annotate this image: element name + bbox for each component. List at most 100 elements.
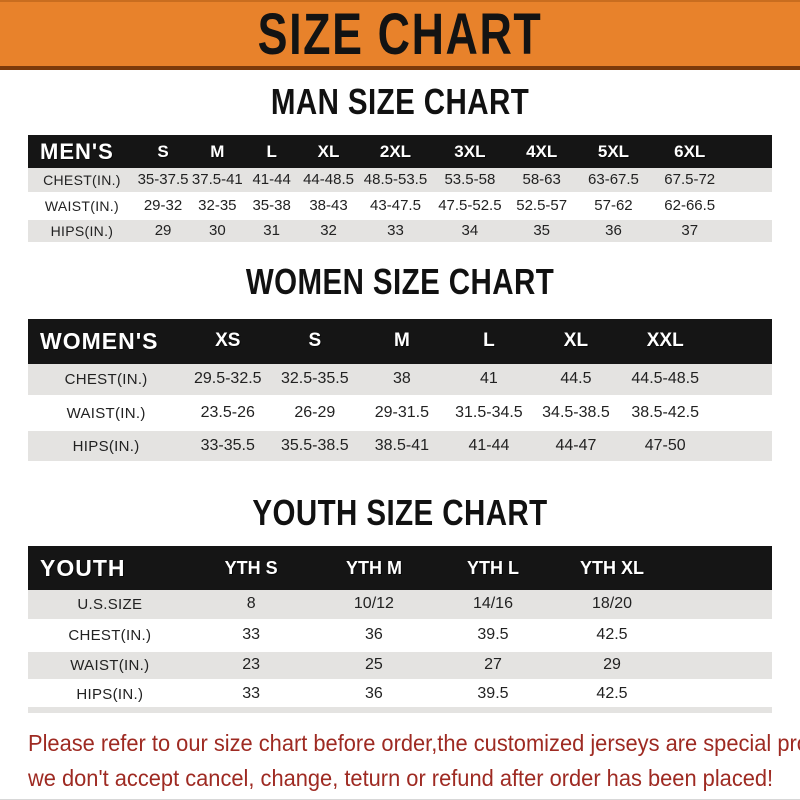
size-value: 35.5-38.5 — [281, 437, 349, 454]
size-value: 38-43 — [309, 197, 348, 214]
measurement-row: CHEST(IN.) 29.5-32.5 32.5-35.5 38 41 44.5 44.5… — [28, 363, 772, 397]
size-value: 57-62 — [594, 197, 633, 214]
man-section-heading: MAN SIZE CHART — [270, 81, 530, 122]
size-column-header: S — [308, 330, 322, 351]
size-column-header: M — [210, 141, 225, 161]
size-value: 8 — [246, 595, 256, 613]
youth-section-heading: YOUTH SIZE CHART — [252, 492, 548, 533]
table-header-label: YOUTH — [40, 554, 126, 581]
size-column-header: YTH XL — [579, 557, 644, 578]
size-value: 32 — [320, 222, 337, 239]
size-value: 41 — [480, 370, 498, 388]
row-filler — [675, 620, 772, 650]
size-value: 41-44 — [468, 437, 510, 454]
size-column-header: YTH M — [345, 557, 402, 578]
page-title: SIZE CHART — [257, 0, 543, 67]
size-column-header: 5XL — [597, 141, 630, 161]
size-value: 63-67.5 — [588, 171, 639, 189]
size-value: 42.5 — [596, 685, 628, 703]
measurement-label: CHEST(IN.) — [64, 370, 148, 388]
size-column-header: XXL — [646, 330, 684, 351]
size-column-header: XL — [563, 330, 589, 351]
size-value: 53.5-58 — [444, 171, 496, 189]
table-header-label: MEN'S — [40, 138, 114, 164]
measurement-label: U.S.SIZE — [77, 595, 143, 613]
size-value: 48.5-53.5 — [363, 171, 428, 189]
measurement-row: WAIST(IN.) 23 25 27 29 — [28, 650, 772, 680]
size-value: 23 — [242, 656, 261, 673]
table-header-row: YOUTH YTH S YTH M YTH L YTH XL — [28, 546, 772, 590]
size-value: 44.5-48.5 — [631, 370, 700, 388]
size-value: 14/16 — [472, 595, 513, 613]
size-value: 29.5-32.5 — [193, 370, 262, 388]
measurement-label: WAIST(IN.) — [70, 656, 150, 674]
size-value: 35 — [533, 222, 551, 239]
size-value: 23.5-26 — [200, 404, 255, 421]
size-column-header: L — [483, 330, 495, 351]
women-size-table: WOMEN'S XS S M L XL XXL CHEST(IN.) 29.5-32.5 32.5… — [28, 318, 772, 465]
measurement-row: U.S.SIZE 8 10/12 14/16 18/20 — [28, 590, 772, 620]
size-column-header: 6XL — [674, 141, 706, 161]
header-filler — [675, 546, 772, 590]
size-value: 33 — [242, 685, 261, 703]
size-value: 62-66.5 — [664, 197, 716, 214]
size-value: 41-44 — [252, 171, 291, 189]
size-value: 44-47 — [555, 437, 597, 454]
measurement-label: CHEST(IN.) — [68, 626, 152, 644]
measurement-row: CHEST(IN.) 35-37.5 37.5-41 41-44 44-48.5 48.5… — [28, 168, 772, 193]
women-section-heading: WOMEN SIZE CHART — [245, 260, 555, 302]
size-value: 10/12 — [353, 595, 394, 613]
row-filler — [675, 590, 772, 620]
size-value: 33-35.5 — [200, 437, 255, 454]
row-filler — [675, 650, 772, 680]
size-value: 34.5-38.5 — [542, 404, 610, 421]
measurement-label: WAIST(IN.) — [44, 197, 119, 214]
measurement-row: WAIST(IN.) 23.5-26 26-29 29-31.5 31.5-34.5 34… — [28, 396, 772, 430]
measurement-row: CHEST(IN.) 33 36 39.5 42.5 — [28, 620, 772, 650]
header-filler — [711, 319, 772, 364]
size-value: 44.5 — [560, 370, 592, 388]
size-value: 36 — [365, 626, 383, 643]
table-header-row: WOMEN'S XS S M L XL XXL — [28, 318, 772, 364]
size-value: 36 — [605, 222, 622, 239]
size-value: 32.5-35.5 — [281, 370, 349, 388]
size-value: 33 — [387, 222, 404, 239]
row-filler — [711, 397, 772, 430]
measurement-label: HIPS(IN.) — [76, 685, 144, 703]
size-value: 18/20 — [591, 595, 633, 613]
size-value: 47.5-52.5 — [438, 197, 502, 214]
measurement-label: CHEST(IN.) — [43, 171, 121, 188]
size-value: 52.5-57 — [516, 197, 568, 214]
table-header-row: MEN'S S M L XL 2XL 3XL 4XL 5XL 6XL — [28, 135, 772, 168]
size-value: 39.5 — [477, 685, 509, 703]
measurement-row: HIPS(IN.) 33 36 39.5 42.5 — [28, 680, 772, 710]
size-column-header: XL — [317, 141, 340, 161]
size-column-header: L — [266, 141, 277, 161]
man-size-chart-section: MAN SIZE CHART MEN'S S M L XL 2XL 3XL 4XL 5XL 6XL… — [0, 82, 800, 245]
size-value: 34 — [461, 222, 479, 239]
size-value: 25 — [365, 656, 383, 673]
size-value: 26-29 — [294, 404, 336, 421]
row-filler — [729, 193, 772, 218]
size-value: 29-31.5 — [374, 404, 429, 421]
measurement-label: HIPS(IN.) — [72, 437, 140, 455]
row-filler — [675, 680, 772, 710]
men-size-table: MEN'S S M L XL 2XL 3XL 4XL 5XL 6XL CHEST(IN.) 35-37… — [28, 135, 772, 245]
size-value: 33 — [242, 626, 261, 643]
size-column-header: YTH S — [224, 557, 278, 578]
row-filler — [711, 364, 772, 397]
size-value: 29 — [603, 656, 621, 673]
size-value: 38.5-41 — [374, 437, 429, 454]
size-column-header: S — [157, 141, 169, 161]
size-value: 44-48.5 — [303, 171, 354, 189]
row-filler — [729, 218, 772, 243]
size-value: 27 — [484, 656, 502, 673]
measurement-row: HIPS(IN.) 33-35.5 35.5-38.5 38.5-41 41-44 44-… — [28, 429, 772, 463]
size-value: 29 — [154, 222, 172, 239]
size-value: 38.5-42.5 — [631, 404, 700, 421]
order-notice: Please refer to our size chart before or… — [0, 713, 800, 792]
size-value: 47-50 — [644, 437, 686, 454]
size-value: 42.5 — [596, 626, 628, 643]
size-value: 31.5-34.5 — [455, 404, 523, 421]
